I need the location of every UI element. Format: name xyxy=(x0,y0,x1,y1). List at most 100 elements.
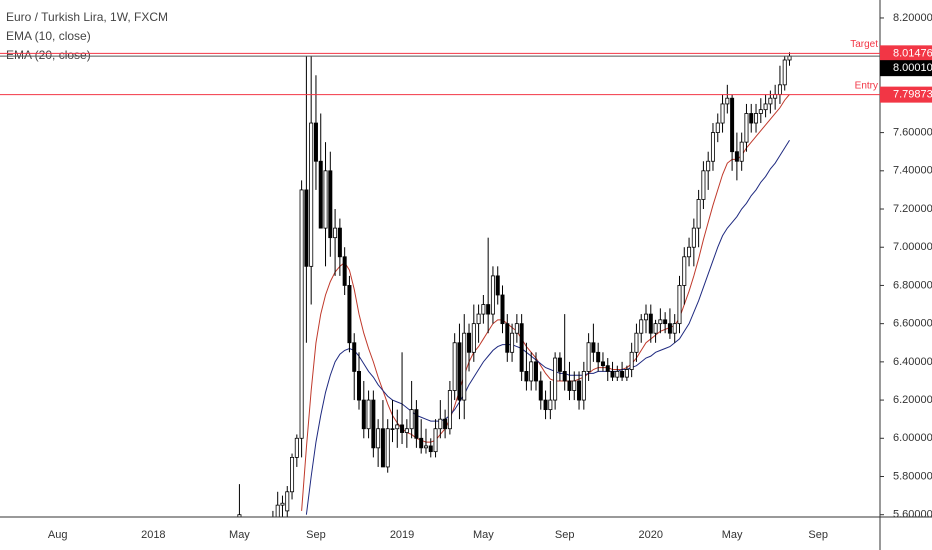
candle-body xyxy=(596,351,601,363)
candle-body xyxy=(476,313,481,325)
candle-body xyxy=(763,103,768,111)
candle-body xyxy=(318,160,323,229)
candle-body xyxy=(629,351,634,370)
legend: Euro / Turkish Lira, 1W, FXCM EMA (10, c… xyxy=(6,10,168,62)
candle-body xyxy=(237,514,242,517)
ema-line xyxy=(305,139,790,515)
candle-body xyxy=(285,491,290,512)
candle-body xyxy=(687,246,692,258)
candle-body xyxy=(581,371,586,401)
level-price: 8.01476 xyxy=(893,47,932,59)
candle-body xyxy=(577,380,582,401)
last-price-box xyxy=(880,60,932,77)
candle-body xyxy=(505,323,510,353)
plot-area xyxy=(237,52,792,534)
candle-body xyxy=(294,437,299,458)
candle-body xyxy=(734,151,739,162)
candle-body xyxy=(553,357,558,401)
level-name: Target xyxy=(850,39,878,50)
candle-body xyxy=(519,323,524,372)
candle-body xyxy=(299,189,304,439)
level-label-box xyxy=(880,45,932,62)
candle-body xyxy=(337,227,342,258)
legend-entry: EMA (10, close) xyxy=(6,29,91,43)
candle-body xyxy=(782,59,787,86)
candle-body xyxy=(667,323,672,334)
candle-body xyxy=(433,428,438,453)
candle-body xyxy=(706,160,711,172)
candle-body xyxy=(366,399,371,430)
candle-body xyxy=(586,342,591,372)
candle-body xyxy=(787,55,792,61)
candle-body xyxy=(438,418,443,430)
candle-body xyxy=(323,170,328,229)
chart-title: Euro / Turkish Lira, 1W, FXCM xyxy=(6,10,168,24)
candle-body xyxy=(749,113,754,124)
candle-body xyxy=(404,428,409,433)
candle-body xyxy=(663,319,668,325)
candle-body xyxy=(371,399,376,449)
y-tick-label: 6.80000 xyxy=(893,279,932,291)
y-tick-label: 7.40000 xyxy=(893,165,932,177)
x-tick-label: 2019 xyxy=(390,529,414,541)
candle-body xyxy=(510,332,515,353)
candle-body xyxy=(639,319,644,334)
x-tick-label: Sep xyxy=(808,529,828,541)
candle-body xyxy=(290,456,295,493)
candle-body xyxy=(486,304,491,315)
candle-body xyxy=(481,304,486,315)
candle-body xyxy=(400,424,405,433)
candle-body xyxy=(342,256,347,286)
y-tick-label: 5.60000 xyxy=(893,509,932,521)
candle-body xyxy=(328,170,333,239)
candle-body xyxy=(500,294,505,325)
candle-body xyxy=(567,380,572,391)
candle-body xyxy=(691,227,696,248)
candle-body xyxy=(490,275,495,315)
candle-body xyxy=(658,319,663,325)
candle-body xyxy=(533,361,538,382)
last-price-label: 8.00010 xyxy=(893,62,932,74)
x-tick-label: May xyxy=(229,529,250,541)
candle-body xyxy=(672,323,677,334)
candle-body xyxy=(361,399,366,430)
x-tick-label: Sep xyxy=(555,529,575,541)
candle-body xyxy=(352,342,357,372)
x-tick-label: Aug xyxy=(48,529,68,541)
candle-body xyxy=(357,371,362,401)
candle-body xyxy=(720,103,725,124)
x-tick-label: May xyxy=(473,529,494,541)
candle-body xyxy=(600,361,605,367)
x-tick-label: Sep xyxy=(306,529,326,541)
candle-body xyxy=(696,199,701,229)
candle-body xyxy=(634,332,639,353)
candle-body xyxy=(572,380,577,391)
candle-body xyxy=(428,445,433,453)
candle-body xyxy=(271,519,274,534)
candle-body xyxy=(538,380,543,401)
candle-body xyxy=(768,97,773,105)
candle-body xyxy=(648,313,653,334)
candle-body xyxy=(385,428,390,468)
candle-body xyxy=(275,504,280,517)
x-tick-label: 2018 xyxy=(141,529,165,541)
candle-body xyxy=(677,285,682,325)
candle-body xyxy=(443,418,448,430)
x-tick-label: 2020 xyxy=(639,529,663,541)
candle-body xyxy=(548,399,553,411)
candle-body xyxy=(452,342,457,391)
candle-body xyxy=(524,371,529,382)
candle-body xyxy=(309,122,314,267)
candle-body xyxy=(562,371,567,382)
candle-body xyxy=(447,390,452,430)
candle-body xyxy=(591,342,596,353)
ema-line xyxy=(301,94,790,511)
candle-body xyxy=(615,371,620,378)
candle-body xyxy=(653,323,658,334)
candle-body xyxy=(620,371,625,378)
candle-body xyxy=(605,365,610,372)
candle-body xyxy=(313,122,318,162)
candle-body xyxy=(754,113,759,124)
legend-entry: EMA (20, close) xyxy=(6,48,91,62)
candle-body xyxy=(395,424,400,430)
